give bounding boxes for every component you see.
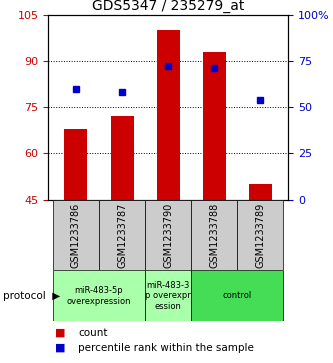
Bar	[53, 270, 145, 321]
Text: miR-483-3
p overexpr
ession: miR-483-3 p overexpr ession	[145, 281, 191, 311]
Bar	[191, 270, 283, 321]
Text: ■: ■	[55, 328, 66, 338]
Bar	[237, 200, 283, 270]
Bar	[157, 30, 180, 200]
Bar	[99, 200, 145, 270]
Text: GSM1233788: GSM1233788	[209, 203, 219, 268]
Text: GSM1233787: GSM1233787	[117, 202, 127, 268]
Text: GSM1233789: GSM1233789	[255, 203, 265, 268]
Text: count: count	[78, 328, 108, 338]
Bar	[249, 184, 272, 200]
Text: control: control	[223, 291, 252, 300]
Text: miR-483-5p
overexpression: miR-483-5p overexpression	[67, 286, 131, 306]
Bar	[191, 200, 237, 270]
Text: GSM1233786: GSM1233786	[71, 203, 81, 268]
Bar	[53, 200, 99, 270]
Text: percentile rank within the sample: percentile rank within the sample	[78, 343, 254, 352]
Bar	[145, 270, 191, 321]
Text: protocol  ▶: protocol ▶	[3, 291, 61, 301]
Bar	[145, 200, 191, 270]
Bar	[64, 129, 88, 200]
Bar	[203, 52, 226, 200]
Bar	[111, 116, 134, 200]
Text: GSM1233790: GSM1233790	[163, 203, 173, 268]
Title: GDS5347 / 235279_at: GDS5347 / 235279_at	[92, 0, 244, 13]
Text: ■: ■	[55, 343, 66, 352]
